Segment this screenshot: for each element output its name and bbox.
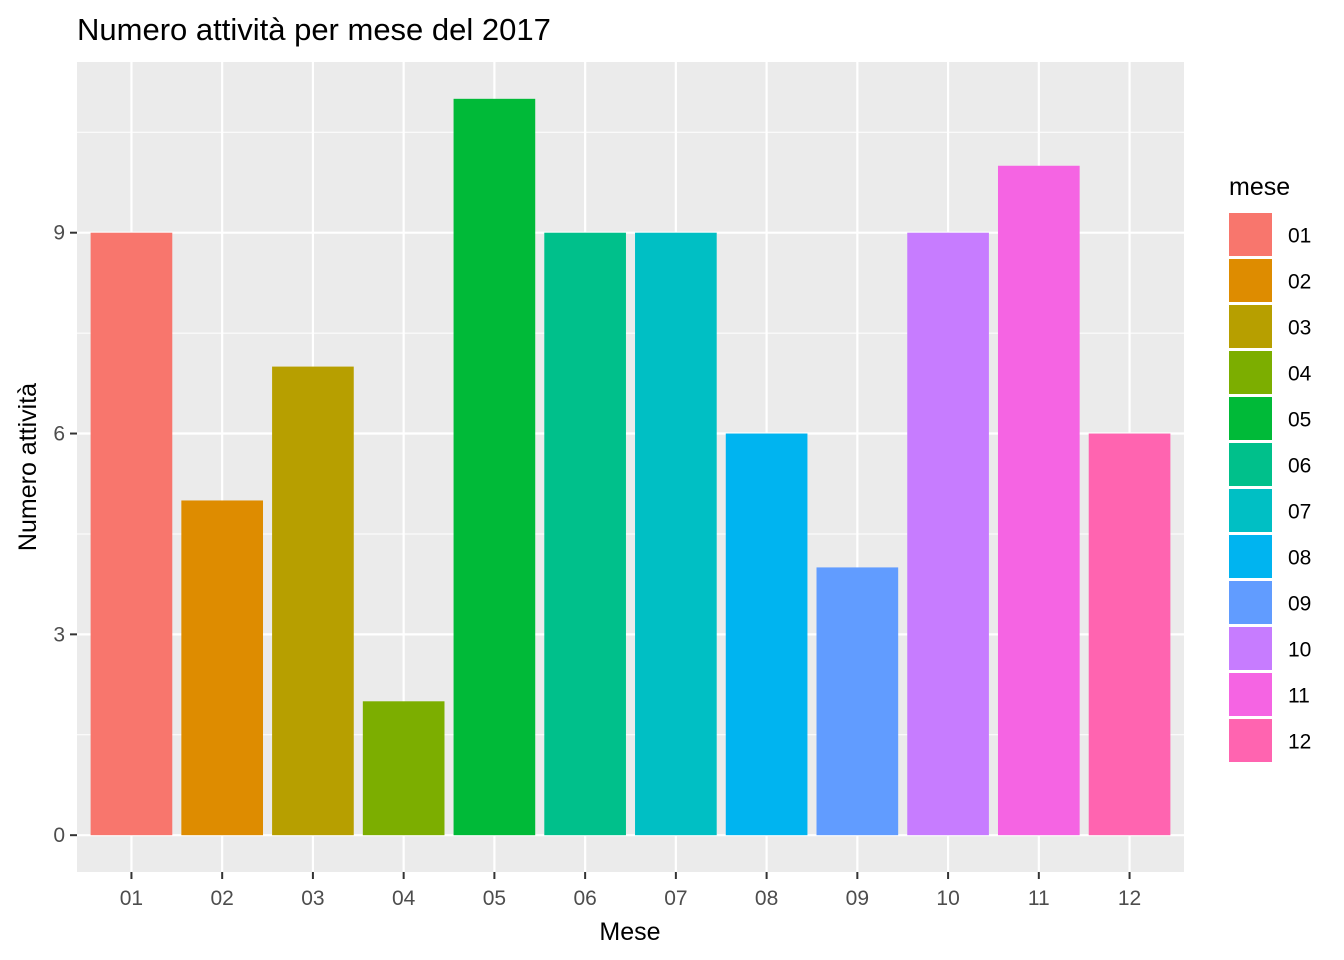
x-tick-label: 06	[573, 887, 596, 910]
legend-label-04: 04	[1288, 363, 1312, 386]
legend-title: mese	[1229, 173, 1290, 201]
legend-key-09	[1229, 581, 1272, 624]
x-axis-title: Mese	[599, 918, 660, 946]
bar-11	[997, 165, 1080, 836]
legend-label-08: 08	[1288, 547, 1311, 570]
x-tick-label: 07	[664, 887, 687, 910]
legend: mese 01 02 03 04 05 06 07 08 09 10 11 12	[1229, 173, 1312, 762]
bar-08	[725, 433, 808, 836]
bar-01	[90, 232, 173, 836]
y-tick-label: 9	[53, 222, 65, 245]
bar-02	[181, 500, 264, 836]
legend-label-02: 02	[1288, 271, 1311, 294]
chart-title: Numero attività per mese del 2017	[77, 12, 551, 47]
legend-label-05: 05	[1288, 409, 1311, 432]
x-tick-label: 08	[755, 887, 778, 910]
legend-key-06	[1229, 443, 1272, 486]
legend-label-03: 03	[1288, 317, 1311, 340]
legend-label-09: 09	[1288, 593, 1311, 616]
x-tick-label: 03	[301, 887, 324, 910]
x-tick-label: 05	[483, 887, 506, 910]
y-axis: 0 3 6 9	[53, 222, 77, 847]
legend-key-11	[1229, 673, 1272, 716]
legend-label-11: 11	[1288, 685, 1310, 708]
x-tick-label: 12	[1118, 887, 1141, 910]
legend-key-03	[1229, 305, 1272, 348]
bar-04	[362, 701, 445, 836]
x-tick-label: 10	[936, 887, 959, 910]
legend-key-02	[1229, 259, 1272, 302]
x-tick-label: 04	[392, 887, 416, 910]
y-tick-label: 3	[53, 623, 65, 646]
x-tick-label: 02	[211, 887, 234, 910]
x-tick-label: 01	[120, 887, 143, 910]
legend-key-08	[1229, 535, 1272, 578]
legend-label-01: 01	[1288, 225, 1311, 248]
legend-key-01	[1229, 213, 1272, 256]
bar-06	[544, 232, 626, 836]
legend-key-12	[1229, 719, 1272, 762]
legend-label-10: 10	[1288, 639, 1311, 662]
x-axis: 01 02 03 04 05 06 07 08 09 10 11 12	[120, 872, 1141, 910]
bar-03	[272, 366, 354, 836]
legend-label-12: 12	[1288, 731, 1311, 754]
bars	[90, 98, 1171, 836]
legend-key-10	[1229, 627, 1272, 670]
bar-07	[635, 232, 717, 836]
bar-05	[453, 98, 536, 836]
y-tick-label: 6	[53, 423, 65, 446]
legend-key-04	[1229, 351, 1272, 394]
bar-12	[1088, 433, 1171, 836]
bar-09	[816, 567, 899, 836]
x-tick-label: 11	[1028, 887, 1050, 910]
y-tick-label: 0	[53, 824, 65, 847]
bar-10	[907, 232, 989, 836]
x-tick-label: 09	[846, 887, 869, 910]
legend-key-05	[1229, 397, 1272, 440]
legend-key-07	[1229, 489, 1272, 532]
y-axis-title: Numero attività	[14, 383, 42, 551]
legend-label-06: 06	[1288, 455, 1311, 478]
legend-label-07: 07	[1288, 501, 1311, 524]
